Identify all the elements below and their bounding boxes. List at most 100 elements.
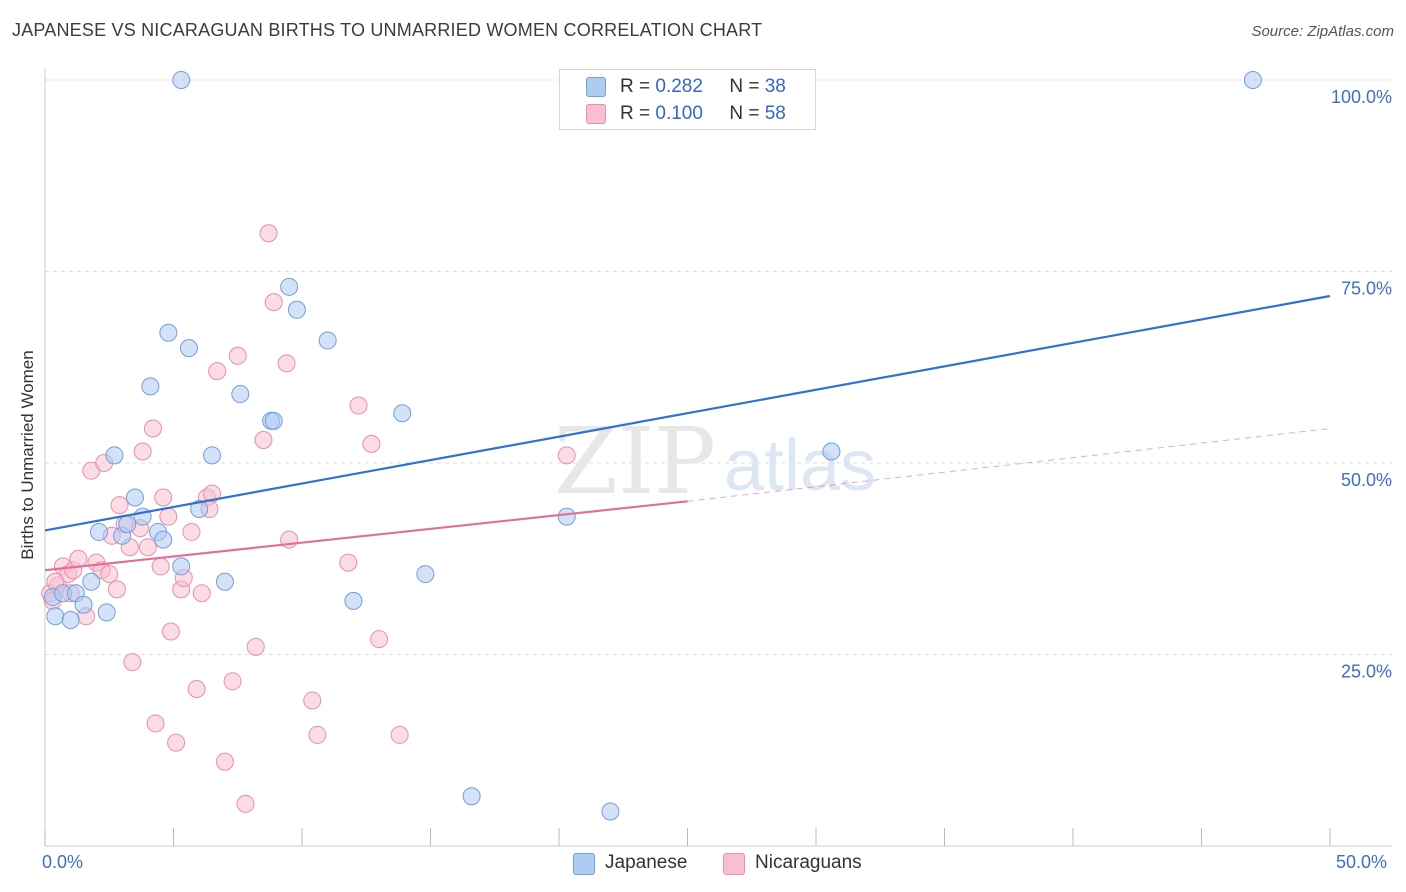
japanese-point bbox=[141, 377, 160, 396]
nicaraguan-point bbox=[339, 553, 358, 572]
nicaraguan-point bbox=[182, 522, 201, 541]
legend-swatch-japanese bbox=[586, 77, 606, 97]
nicaraguan-point bbox=[264, 293, 283, 312]
japanese-point bbox=[601, 802, 620, 821]
japanese-points bbox=[43, 71, 1262, 821]
japanese-point bbox=[105, 446, 124, 465]
japanese-point bbox=[159, 323, 178, 342]
japanese-point bbox=[287, 300, 306, 319]
nicaraguan-point bbox=[133, 442, 152, 461]
y-tick-label: 25.0% bbox=[1341, 662, 1392, 682]
legend-text-nicaraguans: R = 0.100 N = 58 bbox=[620, 103, 786, 125]
nicaraguan-point bbox=[390, 725, 409, 744]
axes bbox=[44, 68, 1392, 847]
japanese-point bbox=[264, 411, 283, 430]
source-label: Source: ZipAtlas.com bbox=[1251, 23, 1394, 40]
japanese-point bbox=[280, 277, 299, 296]
r-value: 0.282 bbox=[655, 76, 703, 97]
legend-label-japanese: Japanese bbox=[605, 852, 688, 873]
nicaraguan-point bbox=[187, 679, 206, 698]
r-value: 0.100 bbox=[655, 103, 703, 124]
nicaraguan-point bbox=[208, 362, 227, 381]
nicaraguan-point bbox=[100, 565, 119, 584]
japanese-point bbox=[74, 595, 93, 614]
japanese-point bbox=[416, 565, 435, 584]
nicaraguan-point bbox=[228, 346, 247, 365]
nicaraguan-point bbox=[557, 446, 576, 465]
nicaraguan-point bbox=[167, 733, 186, 752]
n-label: N = bbox=[729, 76, 760, 97]
nicaraguan-point bbox=[246, 637, 265, 656]
chart-title: JAPANESE VS NICARAGUAN BIRTHS TO UNMARRI… bbox=[12, 20, 763, 40]
nicaraguan-point bbox=[192, 584, 211, 603]
nicaraguan-trend-line bbox=[44, 500, 688, 572]
n-value: 38 bbox=[764, 76, 786, 97]
x-tick-label-max: 50.0% bbox=[1336, 852, 1388, 872]
nicaraguan-point bbox=[138, 538, 157, 557]
nicaraguan-trend-extension bbox=[687, 428, 1331, 502]
nicaraguan-point bbox=[370, 630, 389, 649]
japanese-point bbox=[393, 404, 412, 423]
nicaraguan-point bbox=[146, 714, 165, 733]
japanese-point bbox=[344, 591, 363, 610]
nicaraguan-point bbox=[277, 354, 296, 373]
japanese-point bbox=[318, 331, 337, 350]
japanese-point bbox=[231, 385, 250, 404]
nicaraguan-point bbox=[154, 488, 173, 507]
legend-swatch-nicaraguans bbox=[586, 104, 606, 124]
japanese-point bbox=[118, 515, 137, 534]
y-tick-label: 100.0% bbox=[1331, 87, 1392, 107]
x-tick-label-min: 0.0% bbox=[42, 852, 84, 872]
japanese-point bbox=[154, 530, 173, 549]
y-tick-label: 50.0% bbox=[1341, 470, 1392, 490]
nicaraguan-point bbox=[308, 725, 327, 744]
watermark-atlas: atlas bbox=[724, 426, 876, 506]
legend-text-japanese: R = 0.282 N = 38 bbox=[620, 76, 786, 98]
nicaraguan-point bbox=[259, 224, 278, 243]
watermark-zip: ZIP bbox=[554, 408, 716, 515]
nicaraguan-point bbox=[236, 794, 255, 813]
japanese-point bbox=[179, 339, 198, 358]
legend-label-nicaraguans: Nicaraguans bbox=[755, 852, 862, 873]
r-label: R = bbox=[620, 103, 651, 124]
japanese-point bbox=[215, 572, 234, 591]
nicaraguan-point bbox=[107, 580, 126, 599]
japanese-point bbox=[172, 71, 191, 89]
nicaraguan-point bbox=[123, 653, 142, 672]
stats-legend: R = 0.282 N = 38 R = 0.100 N = 58 bbox=[559, 69, 816, 130]
y-tick-label: 75.0% bbox=[1341, 279, 1392, 299]
gridlines bbox=[45, 79, 1392, 655]
japanese-point bbox=[822, 442, 841, 461]
nicaraguan-point bbox=[151, 557, 170, 576]
nicaraguan-point bbox=[69, 549, 88, 568]
japanese-point bbox=[203, 446, 222, 465]
japanese-point bbox=[125, 488, 144, 507]
nicaraguan-point bbox=[349, 396, 368, 415]
japanese-point bbox=[61, 611, 80, 630]
nicaraguan-point bbox=[362, 434, 381, 453]
n-label: N = bbox=[729, 103, 760, 124]
nicaraguans-points bbox=[41, 224, 576, 813]
japanese-point bbox=[82, 572, 101, 591]
n-value: 58 bbox=[764, 103, 786, 124]
y-tick-labels: 25.0% 50.0% 75.0% 100.0% bbox=[1331, 87, 1392, 682]
japanese-point bbox=[89, 522, 108, 541]
japanese-point bbox=[46, 607, 65, 626]
legend-swatch-japanese bbox=[573, 853, 595, 875]
japanese-trend-line bbox=[44, 294, 1331, 532]
trend-lines bbox=[44, 294, 1331, 572]
japanese-point bbox=[462, 787, 481, 806]
japanese-point bbox=[172, 557, 191, 576]
nicaraguan-point bbox=[254, 431, 273, 450]
nicaraguan-point bbox=[143, 419, 162, 438]
legend-swatch-nicaraguans bbox=[723, 853, 745, 875]
r-label: R = bbox=[620, 76, 651, 97]
nicaraguan-point bbox=[215, 752, 234, 771]
japanese-point bbox=[557, 507, 576, 526]
nicaraguan-point bbox=[159, 507, 178, 526]
japanese-point bbox=[97, 603, 116, 622]
nicaraguan-point bbox=[223, 672, 242, 691]
japanese-point bbox=[1243, 71, 1262, 89]
japanese-point bbox=[190, 499, 209, 518]
